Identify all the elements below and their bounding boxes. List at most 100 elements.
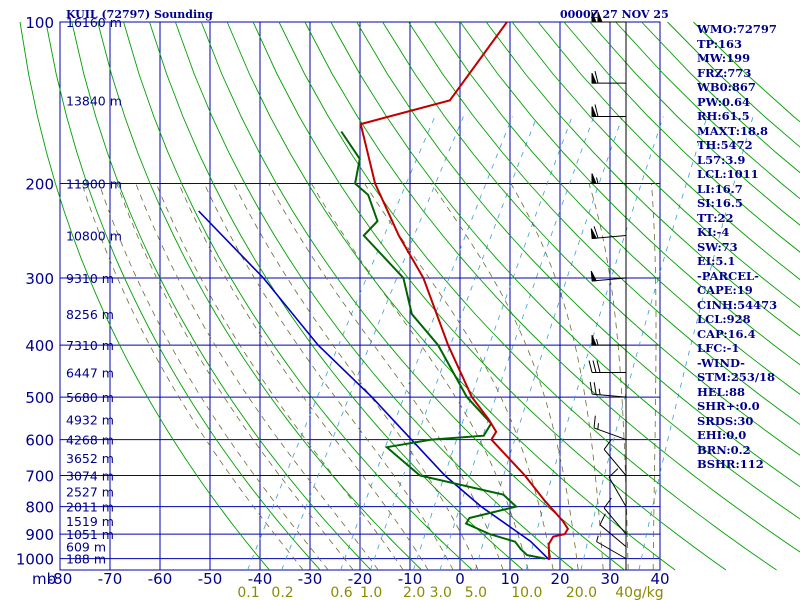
wind-barb [590, 270, 627, 282]
pressure-tick-label: 1000 [16, 551, 54, 569]
index-value: TH:5472 [697, 138, 753, 152]
wind-barb [596, 535, 627, 560]
wind-barb-half-flag [596, 535, 599, 542]
index-value: LCL:928 [697, 312, 751, 326]
wind-barb-half-flag [596, 338, 599, 346]
dry-adiabat-line [356, 21, 800, 488]
index-value: LI:16.7 [697, 181, 743, 196]
wind-barb-staff [596, 541, 627, 560]
index-value: BRN:0.2 [697, 442, 751, 457]
mixing-ratio-label: 3.0 [430, 585, 452, 600]
wind-barb-staff [592, 277, 627, 282]
wind-barbs [588, 11, 627, 570]
dewpoint-line [340, 130, 546, 560]
wind-barb-flag [596, 360, 601, 373]
index-value: WMO:72797 [697, 22, 777, 36]
index-value: -PARCEL- [697, 268, 759, 283]
index-value: L57:3.9 [697, 152, 746, 167]
index-value: TP:163 [697, 36, 743, 51]
wind-barb-pennant [590, 270, 597, 282]
index-value: EI:5.1 [697, 254, 736, 268]
pressure-tick-label: 700 [25, 468, 54, 486]
dry-adiabat-line [149, 21, 524, 571]
index-value: HEL:88 [697, 384, 745, 399]
moist-adiabat-line [98, 183, 329, 571]
moist-adiabat-line [155, 183, 404, 571]
wind-barb-staff [593, 427, 627, 441]
wind-barb-pennant [591, 173, 597, 185]
mixing-ratio-label: 10.0 [511, 585, 542, 600]
wind-barb-half-flag [597, 423, 599, 430]
dry-adiabat-line [434, 21, 800, 395]
index-value: CAPE:19 [697, 283, 753, 297]
temperature-tick-label: 30 [600, 570, 619, 588]
index-value: CAP:16.4 [697, 326, 756, 341]
index-value: KI:-4 [697, 225, 730, 239]
index-value: MW:199 [697, 51, 751, 65]
wind-barb-pennant [591, 106, 597, 117]
wind-barb-pennant [591, 334, 597, 346]
mixing-ratio-line [413, 116, 573, 571]
temperature-tick-label: 40 [650, 570, 669, 588]
mixing-ratio-label: 5.0 [465, 585, 487, 600]
wind-barb-flag [589, 381, 593, 395]
index-value: SHR+:0.0 [697, 399, 760, 413]
height-label: 4932 m [66, 412, 114, 427]
wind-barb-flag [593, 382, 597, 395]
wind-barb [591, 173, 626, 185]
dry-adiabat-line [563, 21, 800, 253]
wind-barb-pennant [597, 11, 603, 23]
wind-barb-staff [592, 393, 627, 398]
dry-adiabat-line [45, 21, 321, 571]
pressure-tick-label: 900 [25, 526, 54, 544]
height-label: 8256 m [66, 307, 114, 322]
parcel-line [198, 210, 550, 561]
mixing-ratio-line [638, 116, 754, 571]
wind-barb-flag [599, 513, 606, 526]
wind-barb-staff [599, 524, 627, 548]
wind-barb [599, 513, 627, 548]
wind-barb-staff [603, 507, 627, 535]
dry-adiabat-line [382, 21, 800, 456]
moist-adiabat-line [268, 183, 504, 571]
moist-adiabat-line [588, 183, 629, 571]
index-value: SRDS:30 [697, 413, 754, 428]
temperature-tick-label: -60 [148, 570, 173, 588]
mixing-ratio-label: 20.0 [566, 585, 597, 600]
dry-adiabat-line [304, 21, 800, 553]
wind-barb-flag [594, 71, 599, 84]
index-value: BSHR:112 [697, 457, 764, 471]
wind-barb-staff [603, 449, 627, 476]
index-value: STM:253/18 [697, 370, 776, 384]
mixing-ratio-label: 0.6 [330, 585, 352, 600]
wind-barb [591, 104, 626, 117]
sounding-time: 0000Z 27 NOV 25 [560, 8, 669, 21]
index-value: CINH:54473 [697, 297, 778, 312]
height-label: 10800 m [66, 229, 122, 244]
mixing-ratio-line [439, 116, 595, 571]
wind-barb-staff [608, 476, 627, 507]
height-label: 13840 m [66, 93, 122, 108]
wind-barb-pennant [591, 72, 597, 84]
dry-adiabat-line [330, 21, 800, 520]
dry-adiabat-line [174, 21, 575, 571]
height-label: 11900 m [66, 177, 122, 192]
index-value: WB0:867 [697, 80, 756, 94]
height-label: 3652 m [66, 451, 114, 466]
mixing-ratio-line [370, 116, 538, 571]
dry-adiabat-line [485, 21, 800, 337]
wind-barb-half-flag [596, 177, 599, 184]
mixing-ratio-label: 40g/kg [615, 585, 663, 600]
dry-adiabat-line [278, 21, 777, 571]
wind-barb [588, 360, 626, 374]
moist-adiabat-line [651, 183, 657, 570]
wind-barb-pennant [591, 11, 597, 23]
dry-adiabat-line [537, 21, 800, 281]
wind-barb-pennant [590, 228, 597, 240]
wind-barb-flag [592, 360, 597, 373]
dry-adiabat-line [459, 21, 800, 366]
height-label: 1051 m [66, 527, 114, 542]
parcel-path [198, 210, 550, 561]
temperature-tick-label: 0 [455, 570, 465, 588]
dry-adiabat-line [71, 21, 372, 571]
